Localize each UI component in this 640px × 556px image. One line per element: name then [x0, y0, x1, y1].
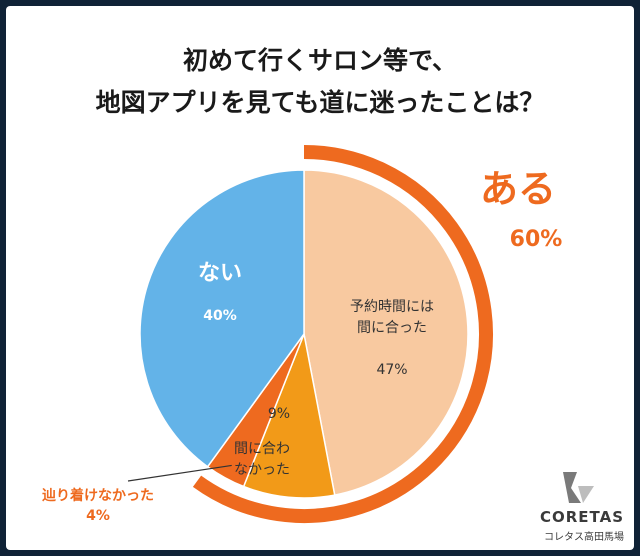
slice-label-line: ない — [198, 261, 242, 286]
pie-slice — [139, 169, 305, 468]
slice-label-line: なかった — [234, 462, 290, 478]
pie-slices — [139, 169, 469, 499]
leader-line — [127, 464, 232, 482]
slice-label-line: 予約時間には — [350, 299, 434, 315]
title-line-1: 初めて行くサロン等で、 — [182, 46, 457, 75]
coretas-logo-mark-icon — [563, 472, 594, 503]
slice-label-line: 間に合った — [357, 320, 427, 336]
slice-value-label: 47% — [376, 362, 407, 378]
slice-value-label: 9% — [268, 406, 290, 422]
group-value-label: 60% — [510, 227, 563, 252]
logo-name: CORETAS — [540, 508, 625, 526]
title-line-2: 地図アプリを見ても道に迷ったことは？ — [95, 88, 545, 117]
chart-card: 初めて行くサロン等で、 地図アプリを見ても道に迷ったことは？ 予約時間には 間に合… — [6, 6, 634, 550]
chart-title: 初めて行くサロン等で、 地図アプリを見ても道に迷ったことは？ — [6, 40, 634, 124]
slice-value-label: 40% — [203, 308, 237, 324]
group-ring-arc — [192, 145, 493, 523]
group-label: ある — [480, 167, 556, 211]
pie-slice — [242, 331, 336, 499]
slice-value-label: 4% — [86, 508, 110, 524]
logo-subtitle: コレタス高田馬場 — [544, 532, 624, 543]
pie-slice — [303, 169, 469, 496]
slice-label-line: 間に合わ — [234, 441, 290, 457]
slice-label-line: 辿り着けなかった — [42, 487, 154, 504]
